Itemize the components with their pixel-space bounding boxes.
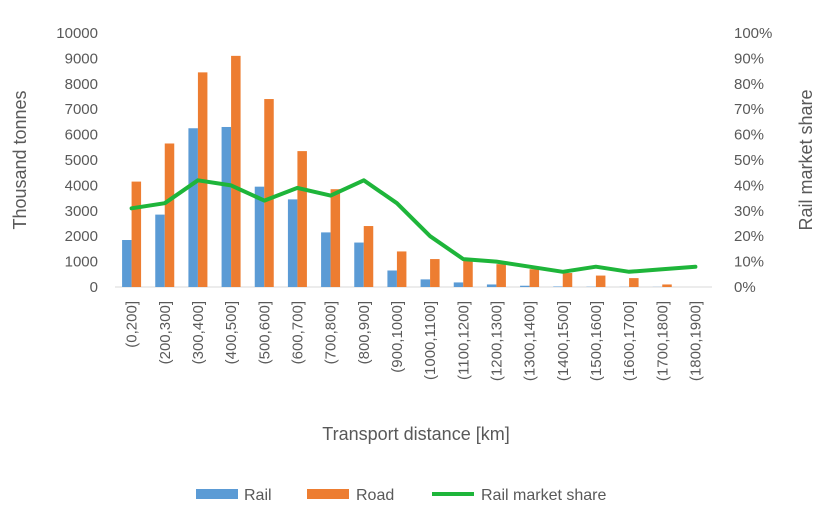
y2-tick-label: 100%: [734, 25, 772, 42]
rail-bar: [420, 279, 431, 287]
x-axis-ticks: (0,200] (200,300] (300,400] (400,500] (500,6…: [124, 301, 705, 381]
rail-bar: [321, 232, 331, 287]
y2-tick-label: 70%: [734, 101, 764, 118]
bars: [122, 55, 672, 288]
y-axis-title: Thousand tonnes: [10, 90, 30, 229]
y-tick-label: 0: [90, 279, 98, 296]
rail-bar: [553, 286, 563, 287]
rail-bar: [453, 282, 464, 287]
road-bar: [529, 269, 540, 287]
road-bar: [131, 181, 142, 287]
road-bar: [430, 259, 440, 287]
legend-rail-swatch: [196, 489, 238, 499]
x-tick-label: (1100,1200]: [455, 301, 472, 380]
road-bar: [463, 259, 473, 287]
rail-market-share-series: [129, 178, 698, 274]
road-bar: [297, 151, 307, 287]
right-axis-ticks: 0% 10% 20% 30% 40% 50% 60% 70% 80% 90% 100%: [734, 25, 772, 296]
y2-axis-title: Rail market share: [796, 89, 816, 230]
road-bar: [662, 284, 672, 287]
x-tick-label: (1300,1400]: [522, 301, 539, 381]
x-tick-label: (1400,1500]: [555, 301, 572, 381]
y2-tick-label: 80%: [734, 76, 764, 93]
x-tick-label: (1000,1100]: [422, 301, 439, 380]
y2-tick-label: 90%: [734, 50, 764, 67]
y2-tick-label: 60%: [734, 127, 764, 144]
road-bar: [264, 99, 274, 287]
rail-market-share-line: [129, 178, 698, 274]
y-tick-label: 4000: [65, 177, 98, 194]
road-bar: [629, 278, 639, 287]
y-tick-label: 5000: [65, 152, 98, 169]
x-tick-label: (200,300]: [157, 301, 174, 364]
y-tick-label: 8000: [65, 76, 98, 93]
y-tick-label: 7000: [65, 101, 98, 118]
y2-tick-label: 10%: [734, 254, 764, 271]
y-tick-label: 9000: [65, 50, 98, 67]
y-tick-label: 6000: [65, 127, 98, 144]
x-tick-label: (1500,1600]: [588, 301, 605, 381]
y-tick-label: 2000: [65, 228, 98, 245]
y2-tick-label: 30%: [734, 203, 764, 220]
rail-bar: [387, 270, 397, 287]
y-tick-label: 3000: [65, 203, 98, 220]
road-bar: [595, 275, 606, 287]
road-bar: [164, 143, 175, 287]
x-tick-label: (700,800]: [323, 301, 340, 364]
road-bar: [363, 226, 374, 287]
legend: Rail Road Rail market share: [196, 487, 606, 504]
x-tick-label: (1800,1900]: [687, 301, 704, 381]
x-tick-label: (600,700]: [289, 301, 306, 364]
rail-bar: [221, 126, 232, 287]
road-bar: [330, 189, 341, 287]
rail-bar: [486, 284, 497, 287]
rail-bar: [122, 240, 132, 287]
legend-rail-label: Rail: [244, 487, 272, 504]
legend-road-swatch: [307, 489, 349, 499]
rail-bar: [188, 128, 198, 287]
x-tick-label: (1200,1300]: [488, 301, 505, 381]
rail-bar: [354, 242, 364, 287]
road-bar: [396, 251, 407, 287]
legend-share-label: Rail market share: [481, 487, 606, 504]
road-bar: [231, 55, 241, 287]
x-tick-label: (800,900]: [356, 301, 373, 364]
road-bar: [496, 264, 506, 287]
left-axis-ticks: 0 1000 2000 3000 4000 5000 6000 7000 8000 9000 100…: [56, 25, 98, 296]
y2-tick-label: 0%: [734, 279, 756, 296]
x-tick-label: (0,200]: [124, 301, 141, 348]
y2-tick-label: 40%: [734, 177, 764, 194]
road-bar: [562, 273, 573, 287]
x-tick-label: (400,500]: [223, 301, 240, 364]
y2-tick-label: 20%: [734, 228, 764, 245]
rail-bar: [254, 186, 265, 287]
x-tick-label: (500,600]: [256, 301, 273, 364]
rail-bar: [155, 214, 165, 287]
y-tick-label: 10000: [56, 25, 98, 42]
legend-road-label: Road: [356, 487, 394, 504]
x-tick-label: (1700,1800]: [654, 301, 671, 381]
x-tick-label: (900,1000]: [389, 301, 406, 373]
y-tick-label: 1000: [65, 254, 98, 271]
x-axis-title: Transport distance [km]: [322, 424, 509, 444]
x-tick-label: (1600,1700]: [621, 301, 638, 381]
y2-tick-label: 50%: [734, 152, 764, 169]
rail-bar: [520, 285, 530, 287]
x-tick-label: (300,400]: [190, 301, 207, 364]
rail-bar: [287, 199, 298, 287]
